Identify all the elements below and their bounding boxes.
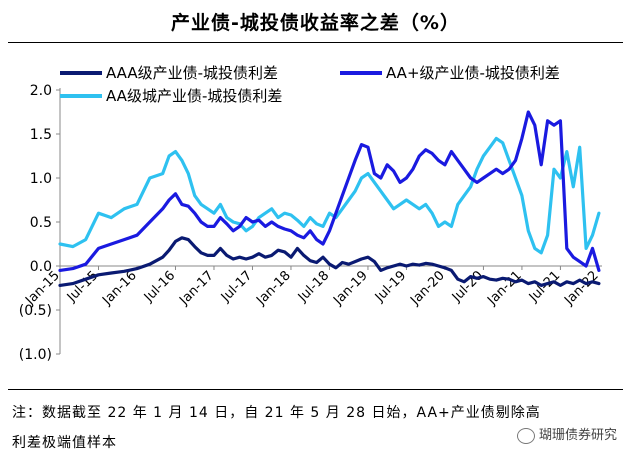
y-tick-label: 1.5 (30, 127, 52, 143)
x-tick-label: Jan-22 (561, 268, 602, 309)
y-tick-label: (1.0) (19, 347, 52, 363)
footnote-line-2: 利差极端值样本 (12, 435, 117, 451)
series-line-0 (58, 236, 601, 287)
watermark: 瑚珊债券研究 (516, 424, 617, 444)
y-tick-label: (0.5) (19, 303, 52, 319)
x-tick-label: Jan-18 (253, 268, 294, 309)
x-tick-label: Jan-21 (484, 268, 525, 309)
y-tick-label: 2.0 (30, 83, 52, 99)
legend-label-2: AA级城产业债-城投债利差 (106, 87, 282, 105)
note-divider (8, 389, 623, 390)
x-tick-label: Jan-20 (407, 268, 448, 309)
x-tick-label: Jul-19 (372, 268, 409, 305)
y-tick-label: 0.0 (30, 259, 52, 275)
watermark-text: 瑚珊债券研究 (538, 428, 617, 443)
x-tick-label: Jan-17 (176, 268, 217, 309)
series-line-1 (58, 110, 601, 272)
footnote-line-1: 注：数据截至 22 年 1 月 14 日，自 21 年 5 月 28 日始，AA… (12, 405, 541, 421)
line-chart: 2.01.51.00.50.0(0.5)(1.0)Jan-15 Jul-15Jan… (19, 64, 602, 363)
y-tick-label: 0.5 (30, 215, 52, 231)
legend-label-0: AAA级产业债-城投债利差 (106, 64, 278, 82)
legend-label-1: AA+级产业债-城投债利差 (386, 64, 560, 82)
title-underline (8, 42, 623, 43)
x-tick-label: Jan-19 (330, 268, 371, 309)
series-line-2 (58, 136, 601, 255)
x-tick-label: Jul-18 (295, 268, 332, 305)
x-tick-label: Jul-21 (526, 268, 563, 305)
x-tick-label: Jul-16 (141, 268, 178, 305)
x-tick-label: Jul-15 (64, 268, 101, 305)
chart-title: 产业债-城投债收益率之差（%） (171, 12, 460, 34)
wechat-icon (516, 427, 535, 444)
x-tick-label: Jul-17 (218, 268, 255, 305)
y-tick-label: 1.0 (30, 171, 52, 187)
